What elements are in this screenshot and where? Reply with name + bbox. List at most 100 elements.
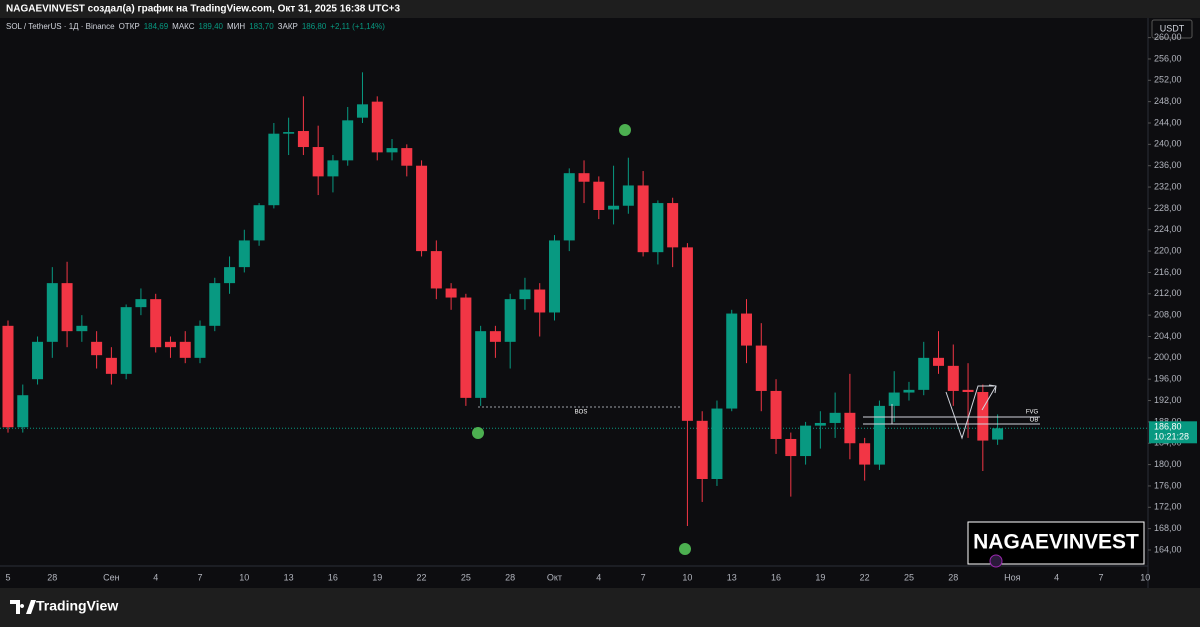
candle-body (209, 283, 221, 326)
ohlc-value: 189,40 (199, 22, 224, 31)
x-tick-label: 19 (815, 572, 825, 582)
candle-body (312, 147, 324, 177)
attribution: NAGAEVINVEST создал(а) график на Trading… (6, 3, 401, 15)
candle-body (253, 205, 265, 241)
x-tick-label: 7 (641, 572, 646, 582)
candle-body (829, 412, 841, 423)
y-tick-label: 216,00 (1154, 267, 1182, 277)
symbol-title: SOL / TetherUS · 1Д · Binance (6, 22, 115, 31)
candle-body (578, 173, 590, 182)
candle-body (475, 331, 487, 398)
y-tick-label: 200,00 (1154, 352, 1182, 362)
x-tick-label: 4 (596, 572, 601, 582)
x-tick-label: 28 (47, 572, 57, 582)
candle-body (401, 148, 413, 166)
y-tick-label: 188,00 (1154, 416, 1182, 426)
candle-body (844, 412, 856, 444)
x-tick-label: 25 (904, 572, 914, 582)
candle-body (17, 395, 29, 428)
candle-body (356, 104, 368, 118)
y-tick-label: 208,00 (1154, 310, 1182, 320)
footer (0, 588, 1200, 627)
candle-body (386, 148, 398, 153)
y-tick-label: 220,00 (1154, 245, 1182, 255)
y-tick-label: 176,00 (1154, 480, 1182, 490)
countdown: 10:21:28 (1154, 432, 1189, 442)
x-tick-label: Окт (547, 572, 562, 582)
ohlc-label: ЗАКР (278, 22, 298, 31)
x-tick-label: 10 (682, 572, 692, 582)
candle-body (489, 331, 501, 342)
candle-body (297, 131, 309, 148)
y-tick-label: 260,00 (1154, 32, 1182, 42)
candle-body (726, 313, 738, 409)
y-tick-label: 180,00 (1154, 459, 1182, 469)
candle-body (120, 307, 132, 374)
candle-body (785, 438, 797, 457)
bos-label: BOS (575, 410, 588, 416)
candle-body (903, 389, 915, 393)
fvg-label: FVG (1026, 410, 1039, 416)
ohlc-label: МАКС (172, 22, 195, 31)
candle-body (504, 299, 516, 342)
candle-body (371, 101, 383, 153)
y-tick-label: 244,00 (1154, 117, 1182, 127)
candle-body (741, 313, 752, 346)
last-price-label: 186,80 (1154, 422, 1182, 432)
candle-body (563, 173, 575, 241)
y-tick-label: 192,00 (1154, 395, 1182, 405)
x-tick-label: 4 (153, 572, 158, 582)
candle-body (667, 203, 679, 248)
candle-body (224, 267, 236, 284)
candle-body (622, 185, 634, 206)
candle-body (460, 297, 472, 398)
candle-body (608, 205, 620, 210)
candle-body (164, 341, 176, 348)
candle-body (593, 181, 605, 211)
x-tick-label: Ноя (1004, 572, 1021, 582)
ohlc-value: 184,69 (144, 22, 169, 31)
candles (2, 72, 1004, 526)
candle-body (519, 289, 531, 300)
candle-body (135, 299, 147, 308)
candle-body (637, 185, 649, 253)
y-tick-label: 252,00 (1154, 75, 1182, 85)
y-tick-label: 232,00 (1154, 181, 1182, 191)
candle-body (888, 392, 900, 406)
plot-background (0, 18, 1200, 588)
currency-box (1151, 19, 1193, 39)
x-tick-label: 10 (1140, 572, 1150, 582)
candle-body (933, 357, 945, 366)
candle-body (992, 428, 1004, 440)
candle-body (179, 341, 191, 358)
x-tick-label: 28 (505, 572, 515, 582)
x-tick-label: 7 (198, 572, 203, 582)
projection-path (945, 385, 994, 440)
x-tick-label: 16 (328, 572, 338, 582)
x-tick-label: 4 (1054, 572, 1059, 582)
ohlc-label: ОТКР (119, 22, 140, 31)
y-tick-label: 224,00 (1154, 224, 1182, 234)
candle-body (962, 389, 974, 393)
brand: TradingView (36, 598, 118, 614)
last-price-box (1149, 421, 1197, 444)
brand-logo (10, 600, 36, 614)
y-tick-label: 168,00 (1154, 523, 1182, 533)
candle-body (327, 160, 339, 177)
y-tick-label: 204,00 (1154, 331, 1182, 341)
y-tick-label: 212,00 (1154, 288, 1182, 298)
y-tick-label: 248,00 (1154, 96, 1182, 106)
y-tick-label: 228,00 (1154, 203, 1182, 213)
x-tick-label: 22 (860, 572, 870, 582)
candle-body (800, 425, 812, 457)
candle-body (194, 325, 206, 358)
x-tick-label: 28 (948, 572, 958, 582)
legend: SOL / TetherUS · 1Д · Binance ОТКР 184,69 М… (6, 22, 385, 31)
x-tick-label: 16 (771, 572, 781, 582)
candle-body (711, 408, 723, 480)
ohlc-value: 186,80 (302, 22, 327, 31)
event-icon (989, 554, 1003, 568)
x-tick-label: 25 (461, 572, 471, 582)
